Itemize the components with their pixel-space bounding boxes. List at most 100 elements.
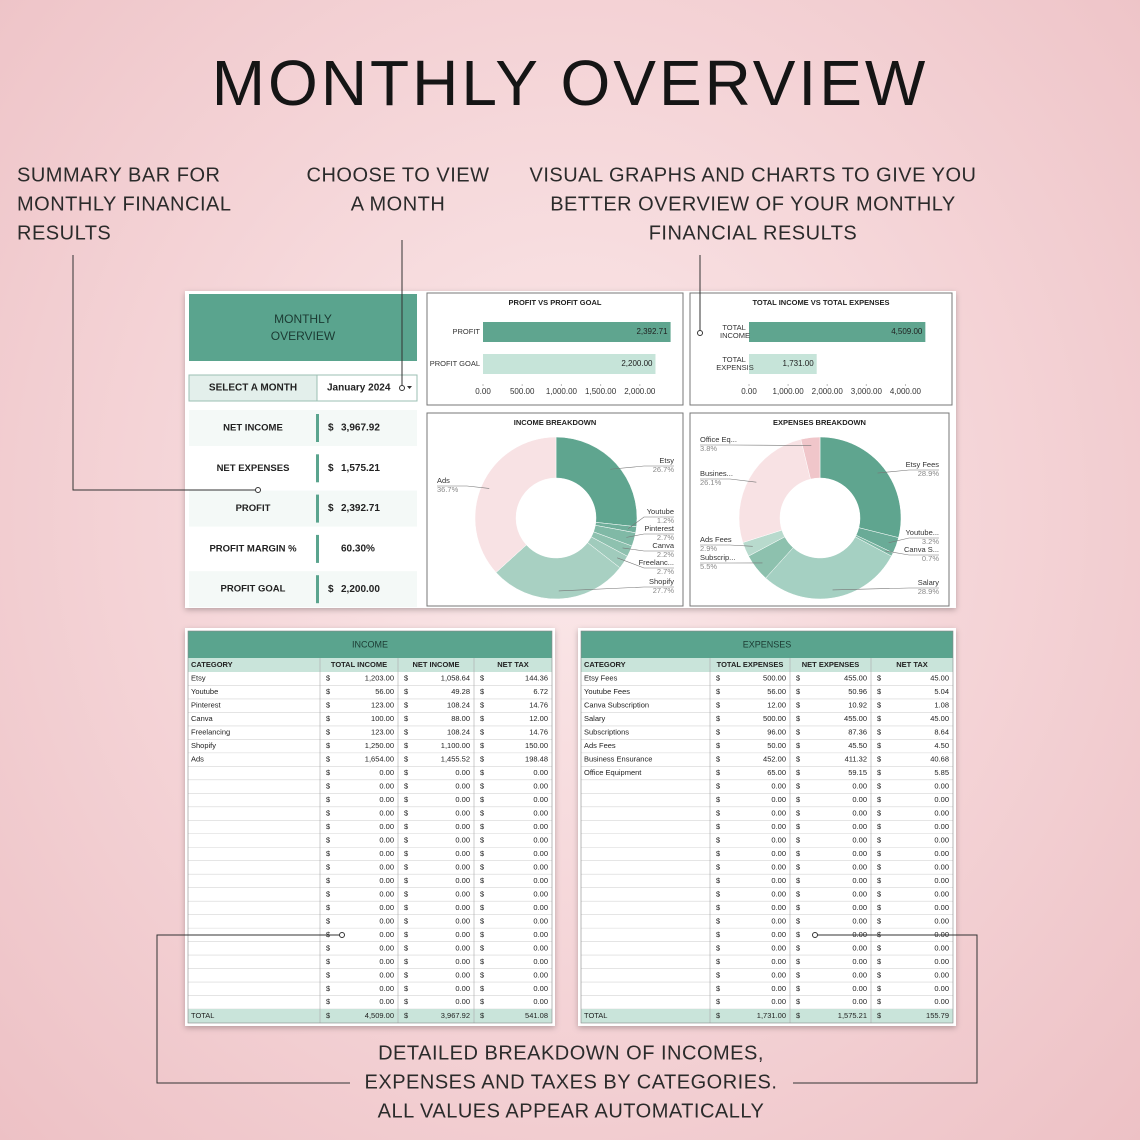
slice-label: Office Eq... [700, 435, 737, 444]
leader-line [437, 485, 490, 489]
column-header: NET TAX [896, 660, 928, 669]
currency-sign: $ [716, 728, 721, 737]
currency-sign: $ [326, 782, 331, 791]
cell-amount: 0.00 [379, 822, 394, 831]
cell-amount: 0.00 [455, 795, 470, 804]
cell-amount: 1,250.00 [365, 741, 394, 750]
cell-category: Ads Fees [584, 741, 616, 750]
summary-row-bg [189, 571, 417, 608]
leader-line [617, 557, 674, 569]
currency-sign: $ [404, 862, 409, 871]
cell-amount: 0.00 [934, 782, 949, 791]
currency-sign: $ [716, 930, 721, 939]
currency-sign: $ [480, 795, 485, 804]
currency-sign: $ [404, 714, 409, 723]
currency-sign: $ [480, 674, 485, 683]
cell-category: Etsy [191, 674, 206, 683]
summary-header: OVERVIEW [271, 329, 336, 343]
chart-title: INCOME BREAKDOWN [514, 418, 597, 427]
slice-label: Subscrip... [700, 553, 735, 562]
cell-amount: 0.00 [852, 795, 867, 804]
currency-sign: $ [326, 835, 331, 844]
callout-text: A MONTH [351, 193, 446, 215]
cell-amount: 0.00 [455, 782, 470, 791]
currency-sign: $ [404, 970, 409, 979]
currency-sign: $ [716, 849, 721, 858]
cell-amount: 0.00 [771, 984, 786, 993]
total-amount: 3,967.92 [441, 1011, 470, 1020]
currency-sign: $ [326, 849, 331, 858]
slice-label: Pinterest [644, 524, 675, 533]
currency-sign: $ [796, 889, 801, 898]
currency-sign: $ [326, 916, 331, 925]
currency-sign: $ [326, 728, 331, 737]
slice-value-label: 5.5% [700, 562, 717, 571]
cell-amount: 0.00 [533, 930, 548, 939]
cell-amount: 0.00 [379, 957, 394, 966]
cell-amount: 0.00 [852, 876, 867, 885]
currency-sign: $ [716, 970, 721, 979]
total-category: TOTAL [191, 1011, 214, 1020]
currency-sign: $ [877, 755, 882, 764]
x-tick-label: 0.00 [741, 387, 757, 396]
cell-amount: 0.00 [934, 957, 949, 966]
currency-sign: $ [404, 728, 409, 737]
leader-line [700, 544, 753, 547]
table-bg [185, 628, 555, 1026]
summary-divider [316, 494, 319, 523]
cell-amount: 0.00 [379, 889, 394, 898]
donut-slice [800, 436, 821, 480]
currency-sign: $ [877, 889, 882, 898]
cell-amount: 411.32 [845, 755, 867, 764]
summary-divider [316, 454, 319, 483]
cell-amount: 4.50 [934, 741, 949, 750]
bar-value-label: 2,200.00 [621, 359, 653, 368]
cell-amount: 123.00 [371, 728, 394, 737]
chart-frame [426, 292, 684, 406]
currency-sign: $ [716, 714, 721, 723]
currency-sign: $ [326, 822, 331, 831]
currency-sign: $ [877, 768, 882, 777]
callout-text: FINANCIAL RESULTS [649, 222, 858, 244]
summary-value: 2,200.00 [341, 584, 380, 595]
summary-value: 1,575.21 [341, 463, 380, 474]
dropdown-arrow [407, 386, 412, 389]
currency-sign: $ [877, 687, 882, 696]
cell-amount: 0.00 [533, 984, 548, 993]
currency-sign: $ [404, 876, 409, 885]
currency-sign: $ [480, 809, 485, 818]
currency-sign: $ [877, 809, 882, 818]
cell-amount: 56.00 [767, 687, 786, 696]
currency-sign: $ [326, 795, 331, 804]
cell-amount: 0.00 [533, 889, 548, 898]
cell-amount: 65.00 [767, 768, 786, 777]
summary-value: 3,967.92 [341, 423, 380, 434]
cell-amount: 0.00 [455, 930, 470, 939]
cell-amount: 0.00 [852, 889, 867, 898]
cell-amount: 198.48 [525, 755, 548, 764]
cell-amount: 500.00 [763, 674, 786, 683]
cell-amount: 0.00 [934, 970, 949, 979]
cell-amount: 0.00 [455, 862, 470, 871]
cell-amount: 1,203.00 [365, 674, 394, 683]
slice-value-label: 3.8% [700, 444, 717, 453]
currency-sign: $ [326, 903, 331, 912]
callout-text: SUMMARY BAR FOR [17, 164, 220, 186]
currency-sign: $ [404, 903, 409, 912]
cell-amount: 8.64 [934, 728, 949, 737]
currency-sign: $ [716, 687, 721, 696]
currency-sign: $ [877, 835, 882, 844]
cell-category: Business Ensurance [584, 755, 652, 764]
leader-line [877, 469, 939, 474]
leader-line [700, 478, 757, 483]
currency-sign: $ [480, 1011, 485, 1020]
currency-sign: $ [796, 755, 801, 764]
slice-value-label: 26.7% [653, 465, 675, 474]
currency-sign: $ [480, 876, 485, 885]
currency-sign: $ [404, 782, 409, 791]
currency-sign: $ [716, 957, 721, 966]
x-tick-label: 0.00 [475, 387, 491, 396]
cell-amount: 0.00 [455, 876, 470, 885]
slice-label: Etsy Fees [906, 460, 940, 469]
